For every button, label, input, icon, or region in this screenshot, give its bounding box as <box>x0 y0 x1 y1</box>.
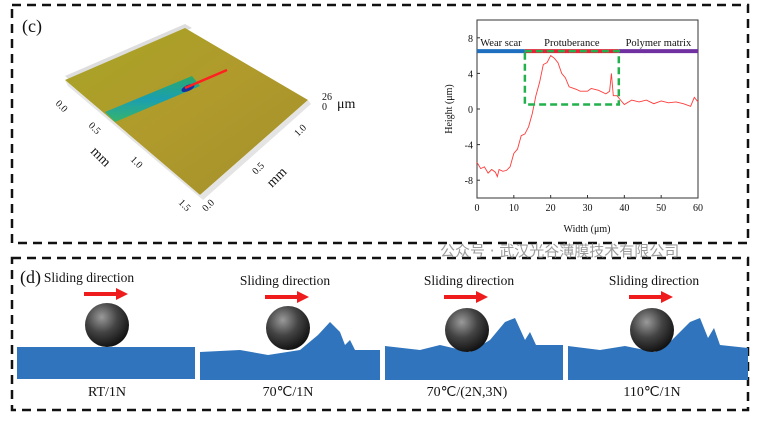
x-tick-label: 10 <box>509 203 519 214</box>
condition-110c-1n <box>568 308 748 380</box>
y-tick-label: 8 <box>468 34 473 45</box>
height-profile-chart: 0 10 20 30 40 50 60 -8 -4 0 4 8 Width (μm) Height (… <box>444 19 703 235</box>
profile-line <box>184 68 228 90</box>
condition-label: 110℃/1N <box>623 385 680 400</box>
condition-rt-1n <box>17 303 195 379</box>
z-unit: μm <box>337 97 356 112</box>
panel-d-frame <box>10 256 750 412</box>
condition-label: 70℃/1N <box>263 385 314 400</box>
y-axis-label: Height (μm) <box>444 84 455 134</box>
tick-z: 0 <box>322 102 327 113</box>
region-label: Protuberance <box>544 38 600 49</box>
x-tick-label: 30 <box>583 203 593 214</box>
substrate <box>200 322 380 380</box>
tick-z: 26 <box>322 92 332 103</box>
tick-right: 0.5 <box>250 161 267 178</box>
x-tick-label: 0 <box>475 203 480 214</box>
protuberance-highlight-box <box>523 49 621 106</box>
region-label: Wear scar <box>480 38 522 49</box>
x-axis-label: Width (μm) <box>564 224 611 235</box>
x-tick-label: 50 <box>656 203 666 214</box>
panel-c-label: (c) <box>22 16 42 37</box>
ball <box>266 306 310 350</box>
tick-left: 0.5 <box>86 120 103 137</box>
x-tick-label: 20 <box>546 203 556 214</box>
tick-left: 1.0 <box>128 154 145 171</box>
axis-left-unit: mm <box>87 144 113 170</box>
ball <box>445 308 489 352</box>
sliding-direction-label: Sliding direction <box>609 273 700 288</box>
panel-c-frame <box>10 3 750 245</box>
surface-3d-plot: 0.0 0.5 1.0 1.5 mm 0.0 0.5 1.0 mm 26 0 μ… <box>53 24 356 214</box>
x-tick-label: 60 <box>693 203 703 214</box>
y-tick-label: 4 <box>468 69 473 80</box>
arrow-head-icon <box>476 291 488 303</box>
tick-left: 1.5 <box>176 197 193 214</box>
surface <box>65 28 308 195</box>
axis-right-unit: mm <box>264 165 290 191</box>
tick-right: 0.0 <box>200 198 217 215</box>
condition-label: 70℃/(2N,3N) <box>427 385 508 400</box>
condition-70c-1n <box>200 306 380 380</box>
y-tick-label: -4 <box>465 141 473 152</box>
arrow-head-icon <box>661 291 673 303</box>
substrate <box>385 318 563 380</box>
ball <box>630 308 674 352</box>
tick-left: 0.0 <box>53 98 70 115</box>
sliding-direction-label: Sliding direction <box>424 273 515 288</box>
condition-70c-2n3n <box>385 308 563 380</box>
wear-scar <box>105 76 200 122</box>
region-label: Polymer matrix <box>626 38 692 49</box>
sliding-direction-label: Sliding direction <box>44 270 135 285</box>
ball <box>85 303 129 347</box>
height-profile-line <box>476 54 699 178</box>
watermark: 公众号 · 武汉光谷薄膜技术有限公司 <box>440 242 679 260</box>
substrate <box>568 318 748 380</box>
condition-label: RT/1N <box>88 385 126 400</box>
sliding-direction-label: Sliding direction <box>240 273 331 288</box>
y-tick-label: -8 <box>465 176 473 187</box>
surface-side-left <box>65 80 203 200</box>
panel-d-label: (d) <box>20 267 41 288</box>
arrow-head-icon <box>116 288 128 300</box>
surface-side-right <box>200 100 311 200</box>
tick-right: 1.0 <box>292 123 309 140</box>
arrow-head-icon <box>297 291 309 303</box>
substrate <box>17 347 195 379</box>
y-tick-label: 0 <box>468 105 473 116</box>
x-tick-label: 40 <box>619 203 629 214</box>
